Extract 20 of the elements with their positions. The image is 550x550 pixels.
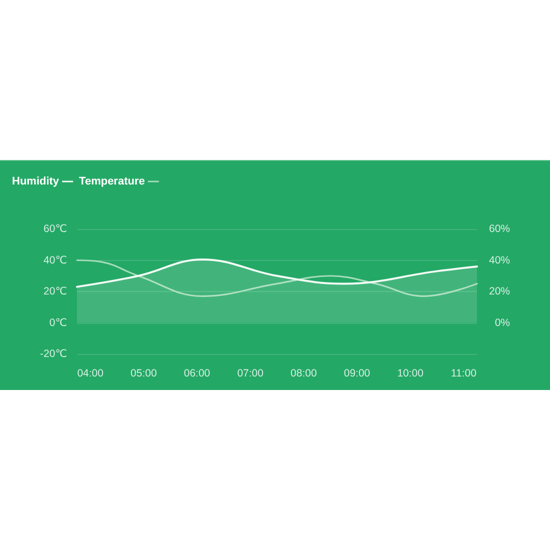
y-tick-label: 60℃: [44, 223, 68, 235]
line-series: [76, 259, 478, 297]
y2-tick-label: 40%: [488, 254, 510, 266]
x-tick-label: 05:00: [130, 368, 157, 380]
x-tick-label: 07:00: [237, 368, 264, 380]
y-tick-label: 20℃: [44, 286, 68, 298]
y2-tick-label: 60%: [488, 223, 510, 235]
x-tick-label: 08:00: [290, 368, 317, 380]
y-tick-label: -20℃: [40, 348, 68, 360]
y2-tick-label: 20%: [488, 286, 510, 298]
x-tick-label: 11:00: [450, 368, 477, 380]
legend-label: Humidity: [12, 176, 60, 188]
y2-tick-label: 0%: [494, 316, 510, 329]
y-tick-label: 40℃: [44, 254, 68, 266]
legend-label: Temperature: [79, 176, 145, 188]
x-tick-label: 09:00: [344, 368, 370, 380]
y-tick-label: 0℃: [49, 316, 68, 329]
x-tick-label: 06:00: [184, 368, 210, 380]
x-tick-label: 04:00: [77, 368, 104, 380]
x-tick-label: 10:00: [397, 368, 424, 380]
